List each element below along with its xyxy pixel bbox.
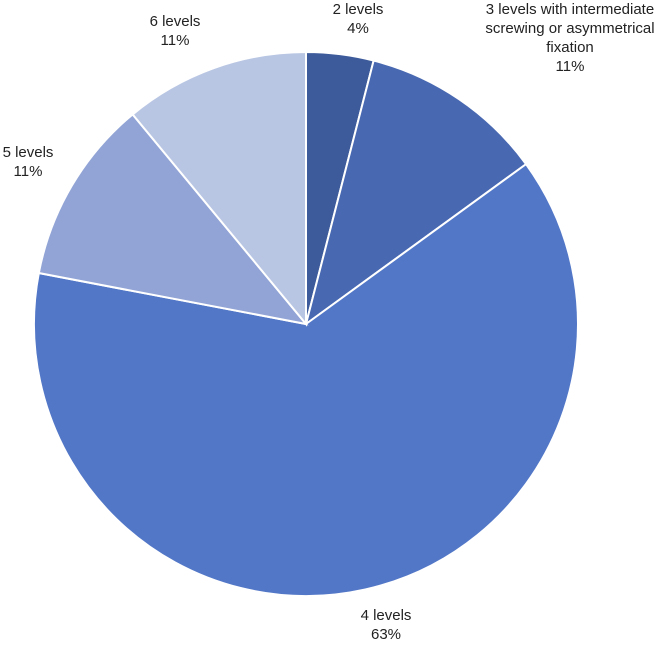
- value-label: 11%: [160, 32, 190, 49]
- value-label: 11%: [13, 163, 43, 180]
- category-label: 2 levels: [332, 1, 384, 18]
- category-label: 5 levels: [2, 144, 54, 161]
- value-label: 4%: [347, 20, 369, 37]
- category-label: 6 levels: [149, 13, 201, 30]
- value-label: 11%: [555, 58, 585, 75]
- slice-label: 4 levels 63%: [326, 606, 446, 644]
- value-label: 63%: [370, 626, 402, 643]
- slice-label: 6 levels 11%: [115, 12, 235, 50]
- category-label: 4 levels: [360, 607, 412, 624]
- pie-slice: [37, 113, 309, 326]
- pie-slice: [304, 59, 528, 327]
- slice-label: 2 levels 4%: [298, 0, 418, 38]
- pie-slice: [33, 162, 579, 597]
- category-label: 3 levels with intermediate screwing or a…: [485, 1, 655, 56]
- pie-slice: [131, 50, 307, 327]
- slice-label: 5 levels 11%: [0, 143, 58, 181]
- slice-label: 3 levels with intermediate screwing or a…: [479, 0, 661, 76]
